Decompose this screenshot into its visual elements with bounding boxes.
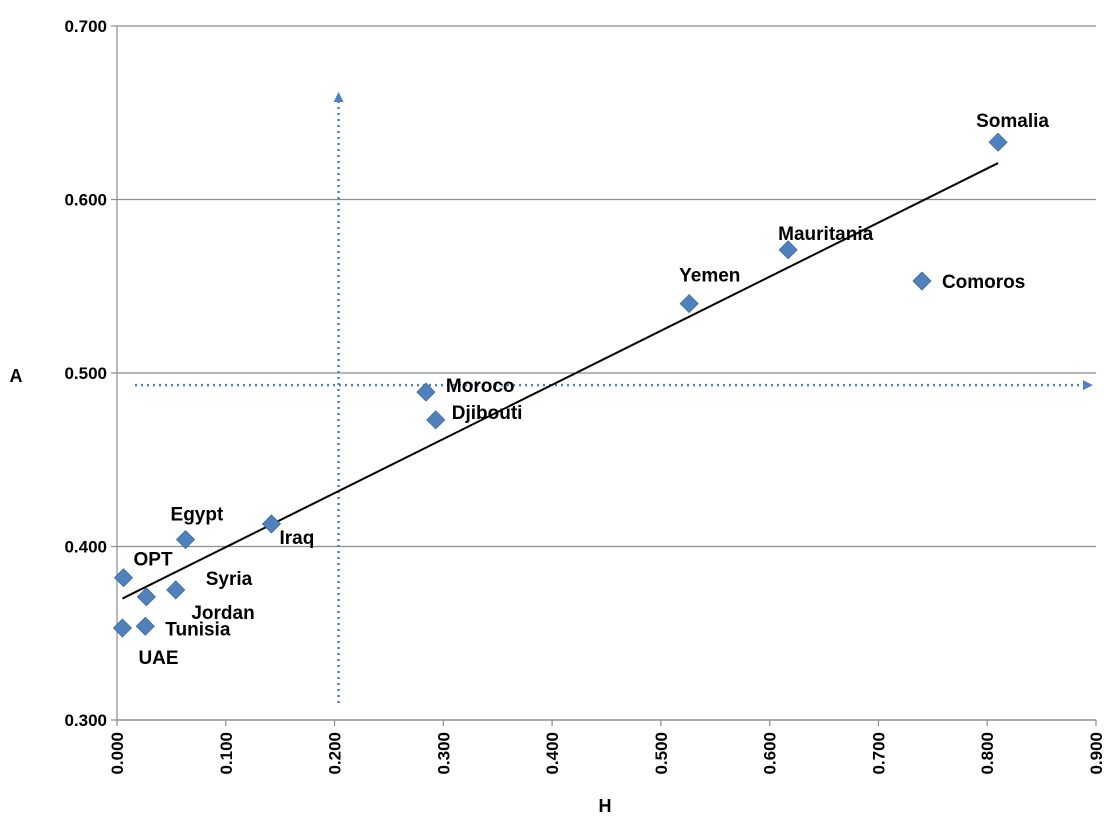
point-label-somalia: Somalia [976,111,1049,132]
x-tick-label-0: 0.000 [108,732,127,775]
x-tick-label-6: 0.600 [761,732,780,775]
point-marker-moroco [416,382,436,402]
point-label-djibouti: Djibouti [452,403,523,424]
point-opt: OPT [113,550,173,588]
x-tick-label-3: 0.300 [434,732,453,775]
y-tick-label-1: 0.400 [64,538,107,557]
point-moroco: Moroco [416,376,515,402]
y-tick-label-2: 0.500 [64,364,107,383]
x-axis-label: H [599,796,612,816]
point-marker-jordan [136,587,156,607]
x-tick-label-1: 0.100 [217,732,236,775]
point-iraq: Iraq [261,514,314,549]
point-djibouti: Djibouti [426,403,523,430]
tick-labels: 0.300 0.400 0.500 0.600 0.700 0.000 0.100 0.200… [64,17,1105,775]
gridlines [117,25,1096,721]
point-syria: Syria [166,569,253,600]
point-marker-uae [112,618,133,638]
point-label-opt: OPT [134,550,173,571]
y-tick-label-3: 0.600 [64,191,107,210]
point-uae: UAE [112,618,179,669]
axes [111,25,1097,726]
point-label-comoros: Comoros [942,272,1025,293]
point-tunisia: Tunisia [135,616,231,640]
point-egypt: Egypt [171,505,224,550]
point-marker-somalia [988,132,1008,152]
point-mauritania: Mauritania [778,224,874,260]
point-label-syria: Syria [206,569,253,590]
point-comoros: Comoros [912,271,1025,293]
point-yemen: Yemen [679,266,740,314]
x-tick-label-5: 0.500 [652,732,671,775]
point-marker-egypt [175,529,196,550]
guide-lines [135,92,1093,703]
point-label-mauritania: Mauritania [778,224,873,245]
point-marker-comoros [912,271,932,291]
y-tick-label-4: 0.700 [64,17,107,36]
x-tick-label-8: 0.800 [978,732,997,775]
point-label-tunisia: Tunisia [165,619,231,640]
y-tick-label-0: 0.300 [64,711,107,730]
point-jordan: Jordan [136,587,255,624]
data-points: Somalia Mauritania Comoros Yemen Moroco Djibo… [112,111,1049,669]
x-tick-label-7: 0.700 [869,732,888,775]
x-tick-label-9: 0.900 [1087,732,1105,775]
point-marker-mauritania [778,240,798,260]
x-tick-label-2: 0.200 [326,732,345,775]
point-label-iraq: Iraq [279,528,314,549]
point-marker-syria [166,580,186,600]
point-label-yemen: Yemen [679,266,740,287]
point-label-uae: UAE [138,648,178,669]
point-label-egypt: Egypt [171,505,224,526]
point-somalia: Somalia [976,111,1049,152]
point-marker-iraq [261,514,282,534]
point-marker-tunisia [135,616,155,636]
point-marker-djibouti [426,410,446,430]
x-tick-label-4: 0.400 [543,732,562,775]
y-axis-label: A [10,366,23,386]
point-marker-opt [113,568,134,588]
point-marker-yemen [679,294,699,314]
point-label-moroco: Moroco [446,376,515,397]
point-label-jordan: Jordan [191,603,254,624]
